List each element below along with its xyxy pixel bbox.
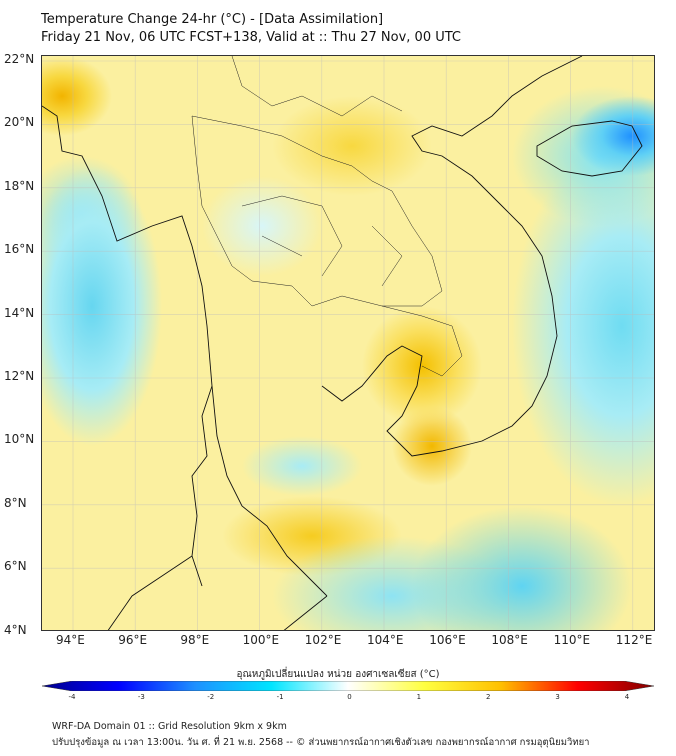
borders bbox=[191, 56, 463, 377]
colorbar-tick: 4 bbox=[624, 693, 630, 701]
lon-label: 100°E bbox=[242, 633, 280, 647]
lat-label: 22°N bbox=[4, 52, 35, 66]
lat-label: 18°N bbox=[4, 178, 35, 193]
lat-label: 12°N bbox=[4, 369, 35, 383]
colorbar-tick: 1 bbox=[416, 693, 422, 701]
lon-label: 94°E bbox=[56, 633, 85, 647]
colorbar-tick: -1 bbox=[276, 693, 284, 701]
graticule bbox=[42, 56, 654, 630]
temperature-change-map bbox=[41, 55, 655, 631]
colorbar-tick: 2 bbox=[486, 693, 491, 701]
footer-credit: ปรับปรุงข้อมูล ณ เวลา 13:00น. วัน ศ. ที่… bbox=[52, 737, 590, 748]
map-overlay bbox=[42, 56, 654, 630]
colorbar-tick: 0 bbox=[347, 693, 352, 701]
lat-label: 16°N bbox=[4, 242, 35, 257]
colorbar-tick: 3 bbox=[555, 693, 560, 701]
lat-label: 8°N bbox=[4, 495, 27, 510]
lon-label: 110°E bbox=[553, 633, 591, 647]
lon-label: 102°E bbox=[304, 633, 342, 647]
chart-title: Temperature Change 24-hr (°C) - [Data As… bbox=[41, 12, 384, 27]
colorbar bbox=[42, 681, 654, 691]
lat-label: 4°N bbox=[4, 622, 27, 637]
lon-label: 98°E bbox=[180, 633, 210, 647]
chart-subtitle: Friday 21 Nov, 06 UTC FCST+138, Valid at… bbox=[41, 30, 461, 45]
footer-model-info: WRF-DA Domain 01 :: Grid Resolution 9km … bbox=[52, 721, 287, 732]
lat-label: 20°N bbox=[4, 115, 35, 130]
lat-label: 10°N bbox=[4, 432, 35, 447]
colorbar-tick: -3 bbox=[137, 693, 145, 701]
lon-label: 96°E bbox=[118, 633, 148, 647]
lat-label: 6°N bbox=[4, 559, 27, 574]
lon-label: 106°E bbox=[429, 633, 466, 647]
lon-label: 112°E bbox=[615, 633, 653, 647]
coastlines bbox=[42, 56, 643, 630]
colorbar-label: อุณหภูมิเปลี่ยนแปลง หน่วย องศาเซลเซียส (… bbox=[236, 669, 440, 680]
colorbar-tick: -4 bbox=[68, 693, 76, 701]
lon-label: 104°E bbox=[367, 633, 404, 647]
lat-label: 14°N bbox=[4, 305, 35, 320]
lon-label: 108°E bbox=[491, 633, 528, 647]
colorbar-tick: -2 bbox=[207, 693, 215, 701]
